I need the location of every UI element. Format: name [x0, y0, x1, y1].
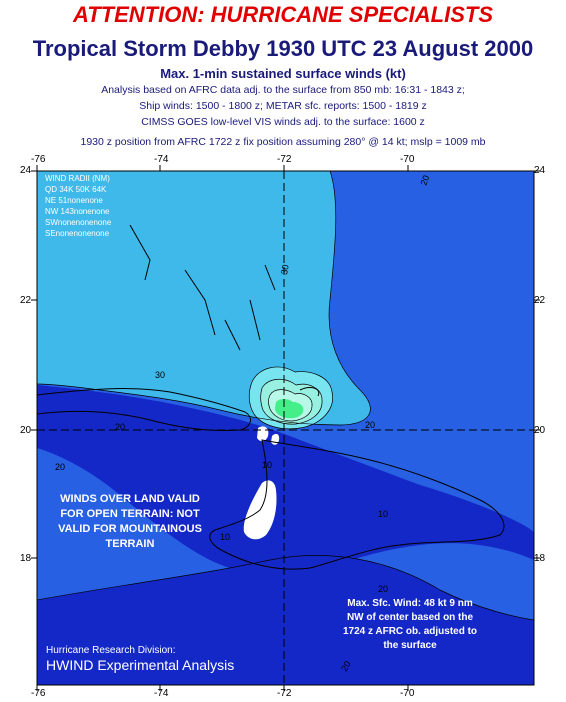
lat-tick-left: 24	[20, 165, 32, 176]
wind-max-core	[275, 399, 304, 419]
lon-tick-bottom: -72	[277, 688, 292, 699]
contour-label: 30	[279, 264, 291, 276]
max-wind-line: Max. Sfc. Wind: 48 kt 9 nm	[347, 598, 473, 609]
wind-contours	[37, 171, 534, 685]
lat-tick-left: 20	[20, 425, 32, 436]
wind-radii-table: WIND RADII (NM) QD 34K 50K 64K NE 51none…	[45, 174, 112, 238]
wind-radii-row-se: SEnonenonenone	[45, 229, 110, 238]
land-note-line: FOR OPEN TERRAIN: NOT	[60, 508, 200, 520]
credit-product: HWIND Experimental Analysis	[46, 657, 234, 673]
contour-label: 20	[365, 420, 375, 430]
page-title: Tropical Storm Debby 1930 UTC 23 August …	[32, 36, 534, 61]
lon-tick-top: -74	[154, 154, 169, 165]
land-validity-note: WINDS OVER LAND VALID FOR OPEN TERRAIN: …	[58, 493, 202, 550]
turks-caicos-coast	[299, 387, 320, 397]
land-note-line: TERRAIN	[106, 538, 155, 550]
wind-radii-header: QD 34K 50K 64K	[45, 185, 107, 194]
map-subtitle: Max. 1-min sustained surface winds (kt)	[160, 66, 406, 81]
contour-label: 20	[115, 422, 125, 432]
wind-band-10kt	[37, 555, 534, 685]
credit-org: Hurricane Research Division:	[46, 645, 176, 656]
attention-banner: ATTENTION: HURRICANE SPECIALISTS	[72, 2, 494, 27]
wind-band-10kt	[37, 385, 534, 576]
max-wind-note: Max. Sfc. Wind: 48 kt 9 nm NW of center …	[343, 598, 477, 651]
contour-label: 20	[378, 584, 388, 594]
analysis-note-2: Ship winds: 1500 - 1800 z; METAR sfc. re…	[139, 100, 427, 112]
contour-label: 10	[220, 532, 230, 542]
lon-tick-top: -76	[31, 154, 46, 165]
contour-label: 20	[55, 462, 65, 472]
cuba-coast	[37, 388, 251, 431]
contour-label: 10	[378, 509, 388, 519]
lon-tick-top: -72	[277, 154, 292, 165]
frame-ticks	[31, 165, 540, 691]
lon-tick-bottom: -74	[154, 688, 169, 699]
lat-tick-left: 18	[20, 553, 32, 564]
analysis-note-4: 1930 z position from AFRC 1722 z fix pos…	[80, 136, 486, 148]
lon-tick-bottom: -76	[31, 688, 46, 699]
land-note-line: VALID FOR MOUNTAINOUS	[58, 523, 202, 535]
map-frame	[36, 170, 535, 686]
contour-label: 20	[339, 659, 353, 673]
hispaniola-coast	[209, 439, 505, 570]
wind-radii-row-nw: NW 143nonenone	[45, 207, 110, 216]
lon-tick-top: -70	[400, 154, 415, 165]
coastlines	[37, 224, 505, 570]
bahamas-coast	[129, 224, 276, 351]
land-note-line: WINDS OVER LAND VALID	[60, 493, 200, 505]
contour-label: 30	[155, 370, 165, 380]
storm-center-crosshair	[37, 171, 534, 685]
contour-label: 10	[262, 460, 272, 470]
contour-lines	[37, 171, 534, 621]
analysis-note-1: Analysis based on AFRC data adj. to the …	[101, 84, 465, 96]
lat-tick-left: 22	[20, 295, 32, 306]
lon-tick-bottom: -70	[400, 688, 415, 699]
analysis-note-3: CIMSS GOES low-level VIS winds adj. to t…	[141, 116, 425, 128]
contour-label: 20	[418, 174, 431, 187]
contour-label-group: 20 30 30 20 20 20 10 10 10 20 20	[55, 174, 431, 673]
wind-radii-row-ne: NE 51nonenone	[45, 196, 103, 205]
max-wind-line: NW of center based on the	[347, 612, 474, 623]
wind-radii-title: WIND RADII (NM)	[45, 174, 110, 183]
wind-radii-row-sw: SWnonenonenone	[45, 218, 112, 227]
max-wind-line: 1724 z AFRC ob. adjusted to	[343, 626, 477, 637]
max-wind-line: the surface	[383, 640, 437, 651]
